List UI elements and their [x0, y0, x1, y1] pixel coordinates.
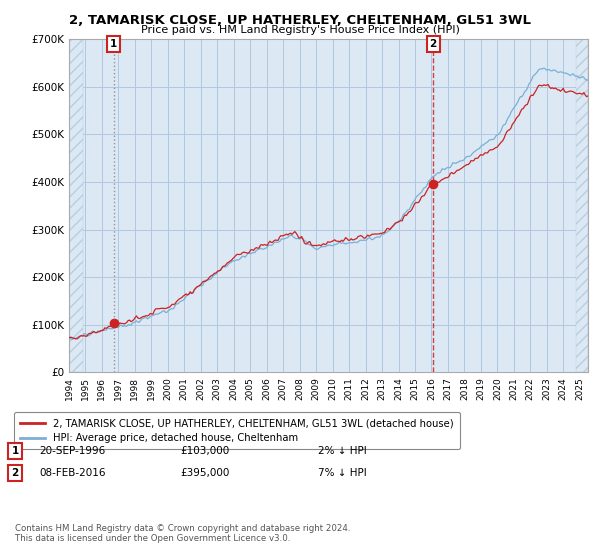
Text: 7% ↓ HPI: 7% ↓ HPI [318, 468, 367, 478]
Text: £103,000: £103,000 [180, 446, 229, 456]
Text: 1: 1 [11, 446, 19, 456]
Text: 2% ↓ HPI: 2% ↓ HPI [318, 446, 367, 456]
Text: 2, TAMARISK CLOSE, UP HATHERLEY, CHELTENHAM, GL51 3WL: 2, TAMARISK CLOSE, UP HATHERLEY, CHELTEN… [69, 14, 531, 27]
Text: 08-FEB-2016: 08-FEB-2016 [39, 468, 106, 478]
Text: 20-SEP-1996: 20-SEP-1996 [39, 446, 105, 456]
Legend: 2, TAMARISK CLOSE, UP HATHERLEY, CHELTENHAM, GL51 3WL (detached house), HPI: Ave: 2, TAMARISK CLOSE, UP HATHERLEY, CHELTEN… [14, 412, 460, 449]
Text: 2: 2 [11, 468, 19, 478]
Text: Contains HM Land Registry data © Crown copyright and database right 2024.
This d: Contains HM Land Registry data © Crown c… [15, 524, 350, 543]
Text: 1: 1 [110, 39, 118, 49]
Text: 2: 2 [430, 39, 437, 49]
Text: Price paid vs. HM Land Registry's House Price Index (HPI): Price paid vs. HM Land Registry's House … [140, 25, 460, 35]
Text: £395,000: £395,000 [180, 468, 229, 478]
